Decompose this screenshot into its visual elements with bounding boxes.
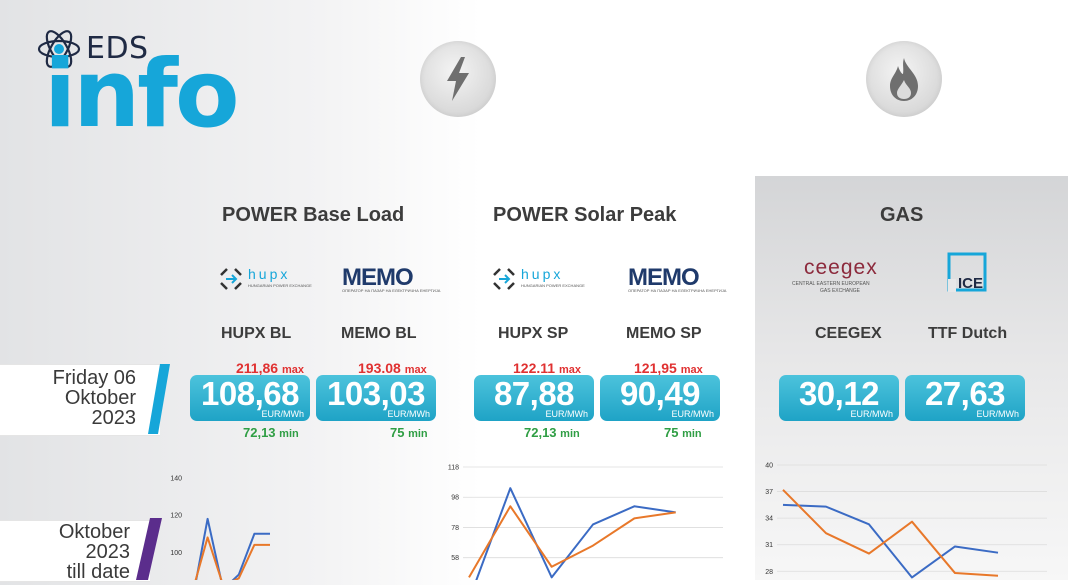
series-line-1 <box>475 487 676 580</box>
y-tick-label: 37 <box>765 489 773 496</box>
date-band <box>0 364 160 436</box>
chart-power-base: 80100120140 <box>170 476 270 580</box>
label-hupx-sp: HUPX SP <box>498 325 569 342</box>
label-memo-sp: MEMO SP <box>626 325 702 342</box>
series-line-2 <box>782 489 999 577</box>
y-tick-label: 34 <box>765 516 773 523</box>
min-memo-bl: 75 min <box>390 425 428 440</box>
y-tick-label: 28 <box>765 569 773 576</box>
label-ttf-dutch: TTF Dutch <box>928 325 1008 342</box>
memo-logo-solar: MEMO ОПЕРАТОР НА ПАЗАР НА ЕЛЕКТРИЧНА ЕНЕ… <box>628 264 727 293</box>
y-tick-label: 31 <box>765 542 773 549</box>
y-tick-label: 98 <box>451 495 459 502</box>
price-box-ttf-dutch: 27,63 EUR/MWh <box>905 375 1025 421</box>
logo-info: info <box>44 40 240 149</box>
y-tick-label: 100 <box>170 550 182 557</box>
y-tick-label: 78 <box>451 525 459 532</box>
flame-icon <box>866 41 942 117</box>
chart-power-solar: 38587898118 <box>448 465 723 580</box>
ice-logo: ICE <box>946 251 988 293</box>
date-accent <box>148 364 170 434</box>
min-hupx-bl: 72,13 min <box>243 425 299 440</box>
label-hupx-bl: HUPX BL <box>221 325 292 342</box>
label-ceegex: CEEGEX <box>815 325 882 342</box>
min-hupx-sp: 72,13 min <box>524 425 580 440</box>
price-box-hupx-bl: 108,68 EUR/MWh <box>190 375 310 421</box>
y-tick-label: 40 <box>765 463 773 470</box>
series-line-2 <box>468 505 676 578</box>
ceegex-logo: ceegex CENTRAL EASTERN EUROPEAN GAS EXCH… <box>792 256 878 294</box>
max-memo-bl: 193.08 max <box>358 360 427 376</box>
section-title-power-base: POWER Base Load <box>222 204 405 226</box>
y-tick-label: 58 <box>451 555 459 562</box>
lightning-icon <box>420 41 496 117</box>
series-line-1 <box>782 503 999 579</box>
y-tick-label: 140 <box>170 476 182 483</box>
price-box-memo-sp: 90,49 EUR/MWh <box>600 375 720 421</box>
y-tick-label: 120 <box>170 513 182 520</box>
min-memo-sp: 75 min <box>664 425 702 440</box>
y-tick-label: 118 <box>448 465 459 472</box>
section-title-gas: GAS <box>880 204 924 226</box>
max-hupx-bl: 211,86 max <box>236 360 304 376</box>
logo-eds: EDS <box>86 31 149 66</box>
report-date: Friday 06 Oktober 2023 <box>52 367 136 429</box>
section-title-power-solar: POWER Solar Peak <box>493 204 677 226</box>
memo-logo: MEMO ОПЕРАТОР НА ПАЗАР НА ЕЛЕКТРИЧНА ЕНЕ… <box>342 264 441 293</box>
chart-gas: 28 31 34 37 40 <box>765 463 1047 579</box>
price-box-hupx-sp: 87,88 EUR/MWh <box>474 375 594 421</box>
period-label: Oktober 2023 till date <box>58 521 130 583</box>
price-box-ceegex: 30,12 EUR/MWh <box>779 375 899 421</box>
label-memo-bl: MEMO BL <box>341 325 417 342</box>
price-box-memo-bl: 103,03 EUR/MWh <box>316 375 436 421</box>
series-line-1 <box>195 517 270 580</box>
hupx-logo-solar: hupx HUNGARIAN POWER EXCHANGE <box>491 264 591 294</box>
period-accent <box>136 518 162 580</box>
hupx-logo: hupx HUNGARIAN POWER EXCHANGE <box>218 264 318 294</box>
period-band <box>0 520 150 582</box>
series-line-2 <box>194 536 270 580</box>
max-hupx-sp: 122.11 max <box>513 360 581 376</box>
atom-icon <box>36 26 82 72</box>
max-memo-sp: 121,95 max <box>634 360 703 376</box>
